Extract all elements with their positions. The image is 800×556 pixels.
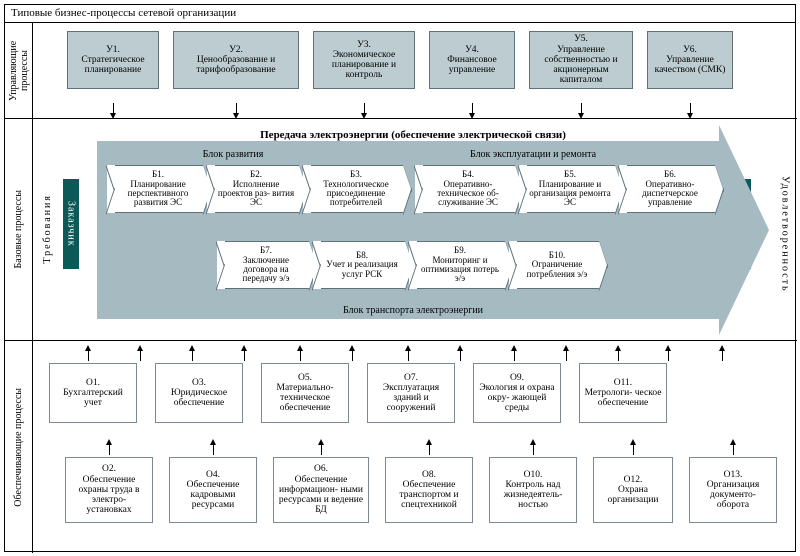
block-dev-label: Блок развития [163, 149, 303, 160]
proc-b5: Б5.Планирование и организация ремонта ЭС [519, 165, 615, 213]
row-control-label: Управляющие процессы [5, 23, 33, 118]
supp-o8: О8.Обеспечение транспортом и спецтехнико… [385, 457, 473, 523]
row-base-label: Базовые процессы [5, 119, 33, 340]
row-support: Обеспечивающие процессы О1.Бухг [5, 341, 797, 553]
proc-b4: Б4.Оперативно- техническое об- служивани… [415, 165, 515, 213]
supp-o9: О9.Экология и охрана окру- жающей среды [473, 363, 561, 423]
supp-o2: О2.Обеспечение охраны труда в электро- у… [65, 457, 153, 523]
supp-o7: О7.Эксплуатация зданий и сооружений [367, 363, 455, 423]
ctrl-u2: У2.Ценообразование и тарифообразование [173, 31, 299, 89]
satisfaction-label: Удовлетворенность [777, 139, 793, 329]
supp-o3: О3.Юридическое обеспечение [155, 363, 243, 423]
core-arrow-tail-notch [81, 141, 97, 319]
supp-o5: О5.Материально- техническое обеспечение [261, 363, 349, 423]
proc-b10: Б10.Ограничение потребления э/э [509, 241, 599, 289]
proc-b8: Б8.Учет и реализация услуг РСК [313, 241, 405, 289]
ctrl-u3: У3.Экономическое планирование и контроль [313, 31, 415, 89]
row-base: Базовые процессы Требования Удовлетворен… [5, 119, 797, 341]
supp-o13: О13.Организация документо- оборота [689, 457, 777, 523]
supp-o4: О4.Обеспечение кадровыми ресурсами [169, 457, 257, 523]
proc-b2: Б2.Исполнение проектов раз- вития ЭС [207, 165, 299, 213]
diagram-grid: Управляющие процессы У1.Стратегическое п… [5, 23, 797, 553]
ctrl-u1: У1.Стратегическое планирование [67, 31, 159, 89]
proc-b7: Б7.Заключение договора на передачу э/э [217, 241, 309, 289]
ctrl-u4: У4.Финансовое управление [429, 31, 515, 89]
supp-o10: О10.Контроль над жизнедеятель- ностью [489, 457, 577, 523]
requirements-label: Требования [39, 159, 55, 299]
row-control-content: У1.Стратегическое планирование У2.Ценооб… [33, 23, 797, 118]
proc-b9: Б9.Мониторинг и оптимизация потерь э/э [409, 241, 505, 289]
row-support-label: Обеспечивающие процессы [5, 341, 33, 553]
supp-o11: О11.Метрологи- ческое обеспечение [579, 363, 667, 423]
supp-o1: О1.Бухгалтерский учет [49, 363, 137, 423]
diagram-title: Типовые бизнес-процессы сетевой организа… [5, 5, 795, 23]
core-arrow-head [719, 125, 769, 335]
block-trans-label: Блок транспорта электроэнергии [313, 305, 513, 316]
proc-b6: Б6.Оперативно- диспетчерское управление [619, 165, 715, 213]
customer-left: Заказчик [63, 179, 79, 269]
ctrl-u5: У5.Управление собственностью и акционерн… [529, 31, 633, 89]
row-support-content: О1.Бухгалтерский учет О3.Юридическое обе… [33, 341, 797, 553]
proc-b1: Б1.Планирование перспективного развития … [107, 165, 203, 213]
row-control: Управляющие процессы У1.Стратегическое п… [5, 23, 797, 119]
supp-o12: О12.Охрана организации [593, 457, 673, 523]
diagram-frame: Типовые бизнес-процессы сетевой организа… [4, 4, 796, 552]
ctrl-u6: У6.Управление качеством (СМК) [647, 31, 733, 89]
supp-o6: О6.Обеспечение информацион- ными ресурса… [273, 457, 369, 523]
row-base-content: Требования Удовлетворенность Заказчик За… [33, 119, 797, 340]
core-title: Передача электроэнергии (обеспечение эле… [213, 129, 613, 141]
proc-b3: Б3.Технологическое присоединение потреби… [303, 165, 403, 213]
block-ops-label: Блок эксплуатации и ремонта [433, 149, 633, 160]
